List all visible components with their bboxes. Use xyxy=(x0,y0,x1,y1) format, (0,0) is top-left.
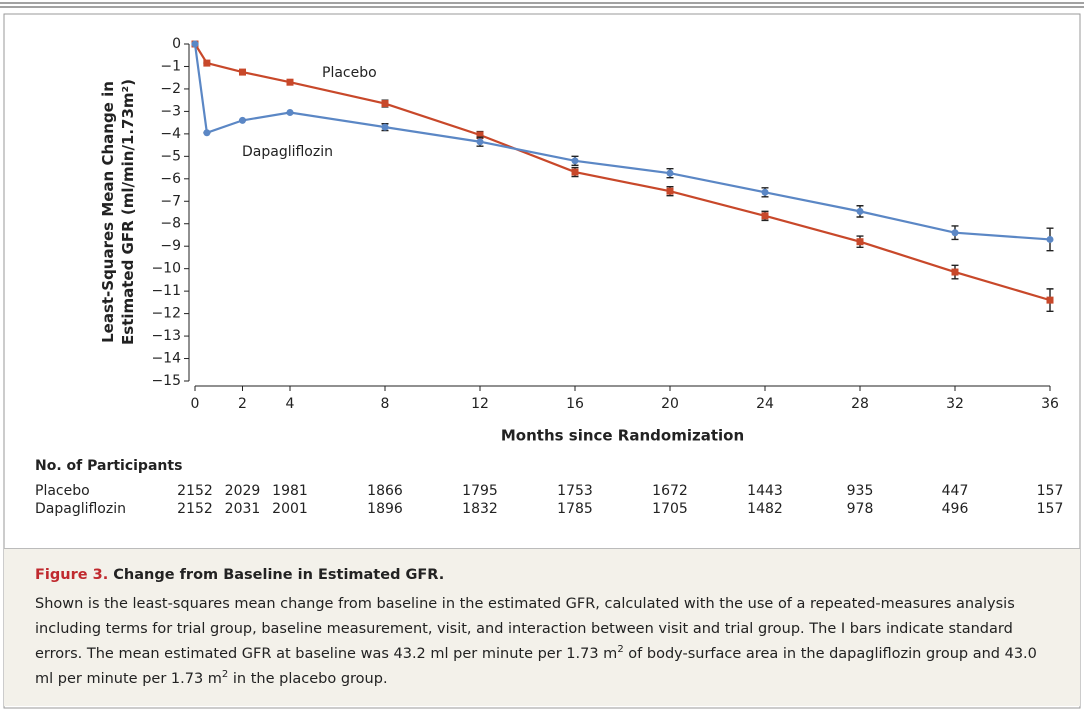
count: 2001 xyxy=(272,501,308,517)
marker xyxy=(1046,296,1054,304)
y-tick-label: −6 xyxy=(160,171,181,187)
count: 1705 xyxy=(652,501,688,517)
caption-text: of body-surface area in the dapagliflozi… xyxy=(35,646,1037,687)
y-axis-label-line: Least-Squares Mean Change in xyxy=(99,81,117,343)
marker xyxy=(951,268,959,276)
x-tick-label: 4 xyxy=(286,396,295,412)
marker xyxy=(239,116,246,124)
y-tick-label: −8 xyxy=(160,216,181,232)
marker xyxy=(476,131,484,139)
marker xyxy=(571,157,579,165)
marker xyxy=(381,100,389,108)
count: 157 xyxy=(1037,501,1064,517)
y-axis-label: Least-Squares Mean Change in Estimated GF… xyxy=(99,79,137,345)
y-tick-label: −10 xyxy=(151,261,181,277)
marker xyxy=(286,109,294,117)
caption-title: Change from Baseline in Estimated GFR. xyxy=(113,567,445,583)
count: 1981 xyxy=(272,483,308,499)
y-tick-label: −3 xyxy=(160,103,181,119)
marker xyxy=(203,129,211,137)
y-tick-label: −15 xyxy=(151,373,181,389)
caption-text: in the placebo group. xyxy=(228,671,388,687)
row-name: Dapagliflozin xyxy=(35,501,126,517)
count: 1795 xyxy=(462,483,498,499)
marker xyxy=(761,212,769,220)
x-tick-label: 16 xyxy=(566,396,584,412)
series-label: Placebo xyxy=(322,65,377,81)
marker xyxy=(191,40,199,48)
count: 1753 xyxy=(557,483,593,499)
count: 496 xyxy=(942,501,969,517)
y-tick-label: −7 xyxy=(160,193,181,209)
marker xyxy=(856,238,864,246)
y-tick-label: −5 xyxy=(160,148,181,164)
row-name: Placebo xyxy=(35,483,90,499)
marker xyxy=(666,187,674,195)
marker xyxy=(239,68,246,76)
marker xyxy=(951,229,959,237)
count: 2029 xyxy=(225,483,261,499)
count: 157 xyxy=(1037,483,1064,499)
count: 1896 xyxy=(367,501,403,517)
figure-frame xyxy=(3,13,1081,709)
caption-body: Shown is the least-squares mean change f… xyxy=(35,592,1049,692)
y-tick-label: −1 xyxy=(160,58,181,74)
x-tick-label: 12 xyxy=(471,396,489,412)
x-tick-label: 36 xyxy=(1041,396,1059,412)
y-tick-label: −2 xyxy=(160,81,181,97)
x-tick-label: 8 xyxy=(381,396,390,412)
marker xyxy=(476,138,484,146)
count: 1443 xyxy=(747,483,783,499)
caption-text: Shown is the least-squares mean change f… xyxy=(35,596,1015,662)
y-tick-label: −12 xyxy=(151,306,181,322)
y-tick-label: −9 xyxy=(160,238,181,254)
series-line xyxy=(193,43,1051,241)
series-label: Dapagliflozin xyxy=(242,144,333,160)
marker xyxy=(571,168,579,176)
y-tick-label: −4 xyxy=(160,126,181,142)
marker xyxy=(856,207,864,215)
y-tick-label: −14 xyxy=(151,351,181,367)
y-axis-label-line: Estimated GFR (ml/min/1.73m²) xyxy=(119,79,137,345)
table-title: No. of Participants xyxy=(35,458,182,474)
caption: Figure 3. Change from Baseline in Estima… xyxy=(4,548,1080,706)
x-axis-label: Months since Randomization xyxy=(501,427,744,445)
marker xyxy=(203,59,211,67)
x-tick-label: 24 xyxy=(756,396,774,412)
count: 1832 xyxy=(462,501,498,517)
x-tick-label: 28 xyxy=(851,396,869,412)
caption-head: Figure 3. Change from Baseline in Estima… xyxy=(35,563,1049,588)
marker xyxy=(761,188,769,196)
y-tick-label: 0 xyxy=(172,36,181,52)
count: 2031 xyxy=(225,501,261,517)
count: 2152 xyxy=(177,483,213,499)
count: 1866 xyxy=(367,483,403,499)
x-tick-label: 2 xyxy=(238,396,247,412)
series-line xyxy=(194,43,1051,302)
caption-label: Figure 3. xyxy=(35,567,109,583)
marker xyxy=(286,78,294,86)
marker xyxy=(381,123,389,131)
marker xyxy=(666,169,674,177)
count: 2152 xyxy=(177,501,213,517)
x-tick-label: 0 xyxy=(191,396,200,412)
count: 447 xyxy=(942,483,969,499)
y-tick-label: −13 xyxy=(151,328,181,344)
x-tick-label: 20 xyxy=(661,396,679,412)
x-tick-label: 32 xyxy=(946,396,964,412)
marker xyxy=(1046,235,1054,243)
count: 1785 xyxy=(557,501,593,517)
count: 1672 xyxy=(652,483,688,499)
count: 1482 xyxy=(747,501,783,517)
superscript: 2 xyxy=(221,669,229,681)
y-tick-label: −11 xyxy=(151,283,181,299)
count: 978 xyxy=(847,501,874,517)
superscript: 2 xyxy=(617,644,624,656)
count: 935 xyxy=(847,483,874,499)
